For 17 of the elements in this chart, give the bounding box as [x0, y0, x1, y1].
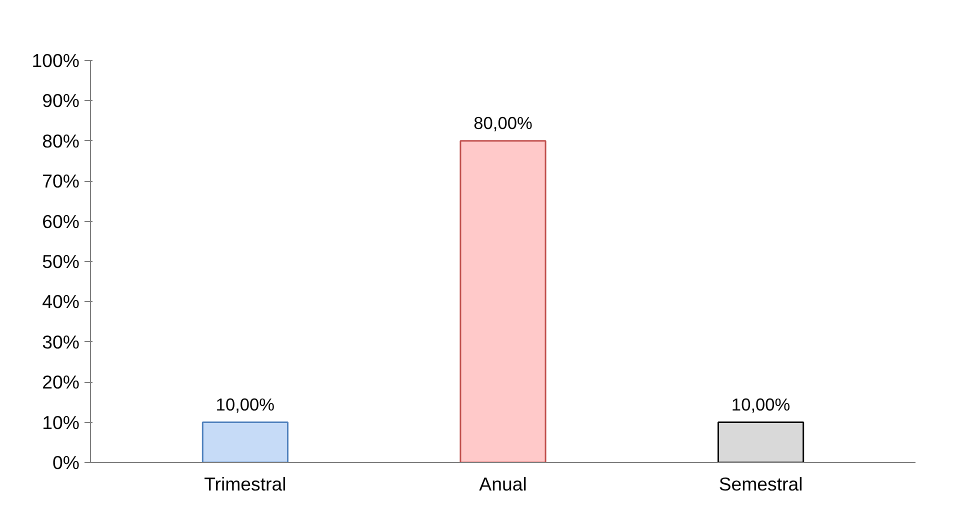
y-tick-label: 90%	[42, 90, 80, 112]
y-tick-label: 30%	[42, 331, 80, 352]
y-tick-label: 100%	[32, 50, 80, 71]
x-tick-label: Anual	[479, 474, 527, 494]
y-tick-label: 70%	[42, 170, 80, 192]
x-tick-label: Semestral	[718, 474, 803, 494]
y-tick-label: 40%	[42, 291, 80, 312]
data-label: 80,00%	[474, 112, 532, 133]
data-label: 10,00%	[731, 394, 790, 414]
data-label: 10,00%	[216, 394, 275, 414]
y-tick-label: 10%	[42, 412, 80, 433]
y-tick-label: 60%	[42, 210, 80, 232]
y-tick-label: 0%	[52, 452, 80, 473]
x-tick-label: Trimestral	[204, 474, 286, 494]
y-tick-label: 50%	[42, 251, 80, 272]
y-tick-label: 80%	[42, 130, 80, 152]
y-tick-label: 20%	[42, 372, 80, 393]
